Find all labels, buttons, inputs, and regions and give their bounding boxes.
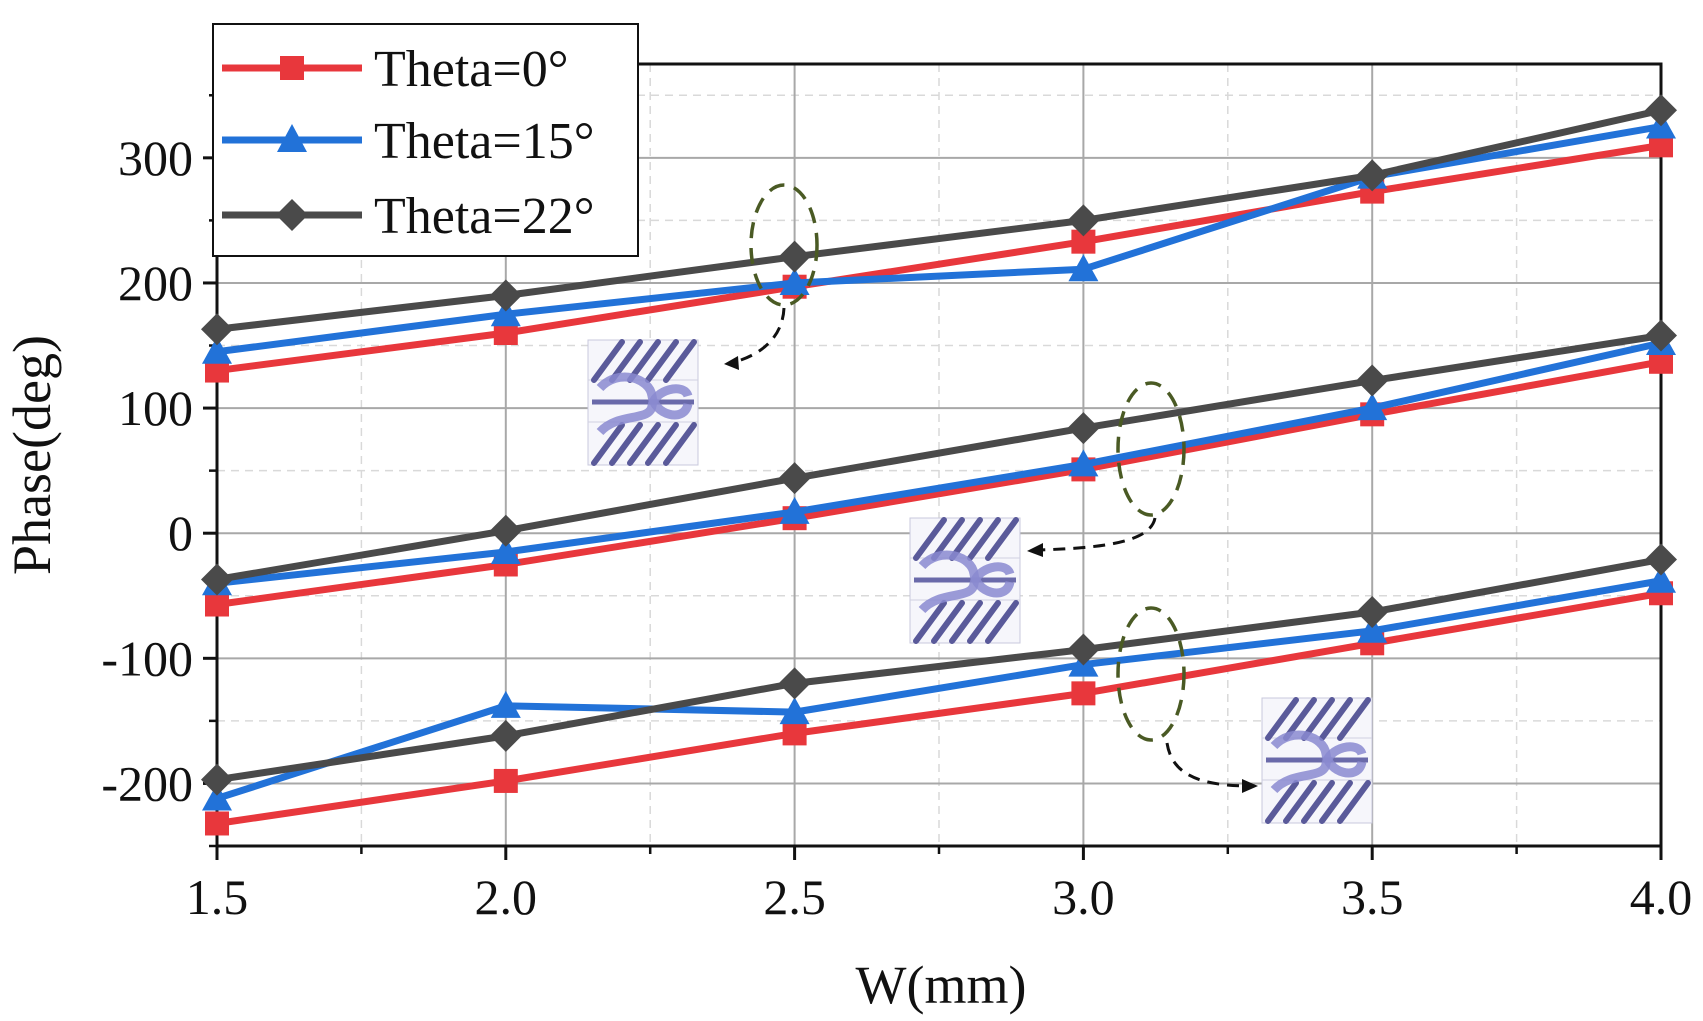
data-point-diamond — [1356, 159, 1389, 192]
data-point-triangle — [779, 697, 810, 725]
data-point-diamond — [201, 563, 233, 596]
annotation-upper — [724, 183, 819, 370]
data-point-diamond — [1067, 412, 1100, 445]
data-point-triangle — [202, 336, 232, 364]
x-tick-label: 4.0 — [1630, 869, 1693, 925]
highlight-ellipse-upper — [749, 183, 819, 307]
data-point-triangle — [779, 496, 810, 524]
x-tick-label: 1.5 — [186, 869, 249, 925]
series-line-branch-3 — [216, 589, 1662, 827]
data-point-triangle — [1068, 254, 1099, 282]
data-point-triangle — [202, 783, 232, 811]
series-line-branch-1 — [216, 123, 1662, 356]
data-point-diamond — [1645, 543, 1677, 576]
legend-item-theta-22: Theta=22° — [222, 188, 595, 245]
legend-label-theta-15: Theta=15° — [374, 113, 595, 170]
data-point-diamond — [489, 279, 522, 312]
data-layer — [201, 94, 1677, 836]
x-tick-label: 2.0 — [475, 869, 538, 925]
arrow-lower — [1165, 742, 1246, 788]
legend: Theta=0° Theta=15° Theta=22° — [212, 23, 639, 257]
series-theta0 — [205, 133, 1673, 836]
y-tick-label: 100 — [118, 380, 193, 436]
data-point-square — [782, 721, 807, 746]
data-point-triangle — [1357, 393, 1388, 421]
data-point-square — [1071, 681, 1096, 706]
series-line-branch-3 — [216, 556, 1662, 784]
series-line-branch-2 — [216, 332, 1662, 583]
data-point-triangle — [1357, 615, 1388, 643]
data-point-triangle — [490, 299, 521, 327]
y-tick-label: 300 — [118, 130, 193, 186]
data-point-diamond — [1067, 204, 1100, 237]
data-point-diamond — [778, 462, 811, 495]
data-point-triangle — [1646, 565, 1676, 593]
data-point-square — [205, 811, 229, 836]
y-tick-label: 200 — [118, 255, 193, 311]
legend-item-theta-15: Theta=15° — [222, 113, 595, 170]
data-point-triangle — [490, 536, 521, 564]
annotation-middle — [1027, 381, 1186, 557]
unit-cell-inset-1 — [588, 340, 698, 465]
y-tick-label: -100 — [101, 630, 193, 686]
y-tick-label: 0 — [168, 505, 193, 561]
legend-label-theta-0: Theta=0° — [374, 41, 569, 98]
data-point-diamond — [489, 514, 522, 547]
data-point-diamond — [1067, 633, 1100, 666]
series-line-branch-1 — [216, 141, 1662, 375]
series-line-branch-2 — [216, 339, 1662, 587]
data-point-square — [493, 768, 518, 793]
series-line-branch-1 — [216, 106, 1662, 333]
data-point-diamond — [1356, 364, 1389, 397]
series-line-branch-3 — [215, 577, 1662, 802]
unit-cell-inset-2 — [910, 518, 1020, 643]
x-axis-title: W(mm) — [856, 955, 1027, 1015]
x-tick-label: 3.0 — [1052, 869, 1115, 925]
arrow-middle — [1039, 517, 1157, 552]
annotation-lower — [1116, 606, 1258, 793]
x-tick-label: 3.5 — [1341, 869, 1404, 925]
legend-item-theta-0: Theta=0° — [222, 41, 569, 98]
data-point-diamond — [1645, 94, 1677, 127]
unit-cell-inset-3 — [1262, 698, 1372, 823]
y-axis-title: Phase(deg) — [2, 335, 62, 575]
data-point-diamond — [201, 763, 233, 796]
highlight-ellipse-lower — [1116, 606, 1186, 742]
data-point-diamond — [1356, 596, 1389, 629]
series-theta22 — [201, 94, 1677, 796]
data-point-diamond — [201, 313, 233, 346]
data-point-diamond — [778, 240, 811, 273]
data-point-diamond — [778, 667, 811, 700]
data-point-triangle — [1068, 449, 1099, 477]
y-tick-label: -200 — [101, 755, 193, 811]
data-point-triangle — [490, 690, 521, 718]
data-point-diamond — [1645, 319, 1677, 352]
data-point-diamond — [489, 719, 522, 752]
data-point-square — [205, 592, 229, 617]
x-tick-label: 2.5 — [763, 869, 826, 925]
legend-label-theta-22: Theta=22° — [374, 188, 595, 245]
highlight-ellipse-middle — [1116, 381, 1186, 517]
data-point-triangle — [779, 267, 810, 295]
series-line-branch-2 — [216, 358, 1662, 608]
arrow-upper — [730, 307, 786, 365]
